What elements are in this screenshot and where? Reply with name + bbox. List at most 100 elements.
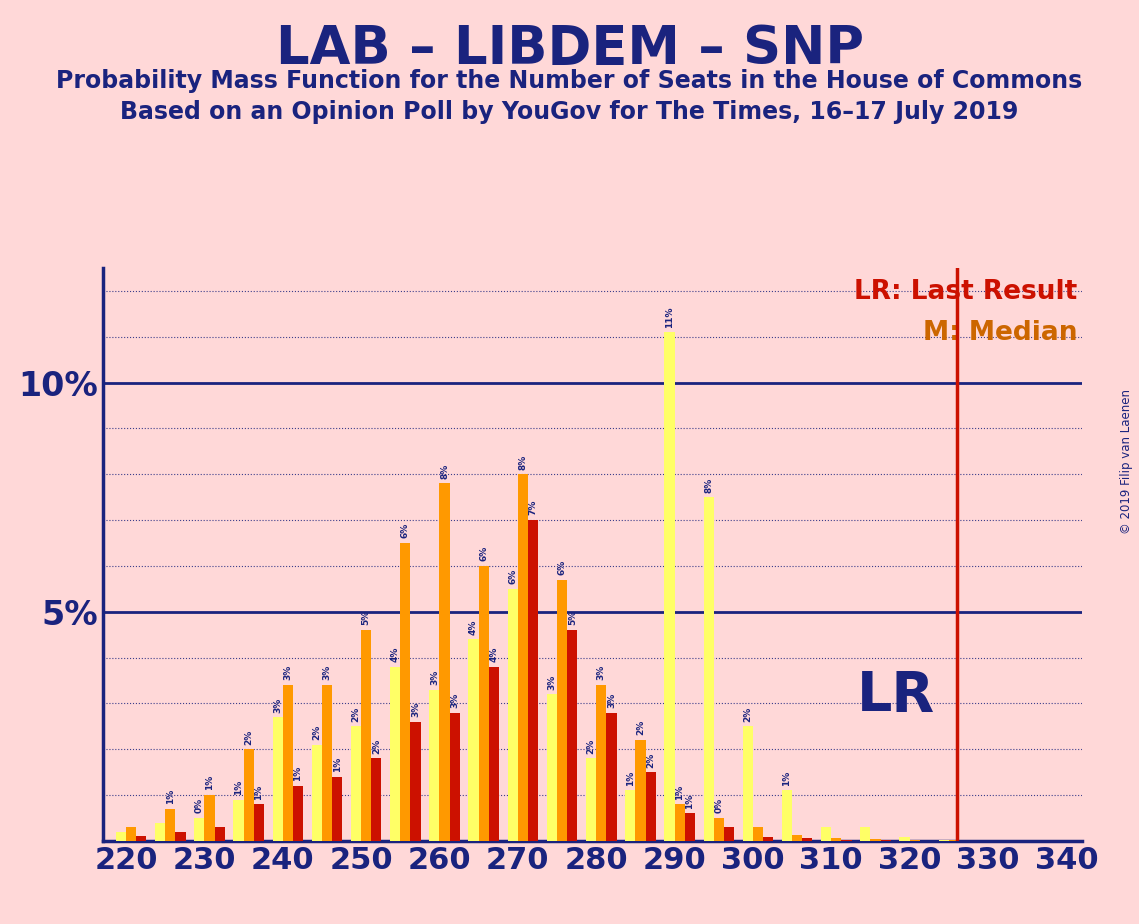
Bar	[126, 827, 137, 841]
Bar	[714, 818, 724, 841]
Bar	[322, 685, 333, 841]
Text: 2%: 2%	[744, 707, 753, 722]
Text: Probability Mass Function for the Number of Seats in the House of Commons: Probability Mass Function for the Number…	[56, 69, 1083, 93]
Bar	[400, 543, 410, 841]
Bar	[254, 804, 264, 841]
Bar	[293, 785, 303, 841]
Bar	[233, 799, 244, 841]
Bar	[674, 804, 685, 841]
Bar	[204, 795, 214, 841]
Text: 8%: 8%	[440, 464, 449, 479]
Text: 2%: 2%	[244, 729, 253, 745]
Bar	[518, 474, 528, 841]
Text: 2%: 2%	[352, 707, 361, 722]
Bar	[821, 827, 831, 841]
Bar	[802, 838, 812, 841]
Bar	[489, 667, 499, 841]
Bar	[390, 667, 400, 841]
Text: LR: LR	[857, 669, 935, 723]
Bar	[625, 790, 636, 841]
Bar	[333, 777, 343, 841]
Text: 7%: 7%	[528, 500, 538, 516]
Text: 6%: 6%	[480, 546, 489, 561]
Text: LAB – LIBDEM – SNP: LAB – LIBDEM – SNP	[276, 23, 863, 75]
Text: 1%: 1%	[166, 789, 174, 804]
Text: 8%: 8%	[518, 455, 527, 469]
Bar	[704, 497, 714, 841]
Text: 11%: 11%	[665, 306, 674, 327]
Bar	[685, 813, 695, 841]
Text: 3%: 3%	[607, 693, 616, 708]
Text: 3%: 3%	[322, 665, 331, 680]
Bar	[194, 818, 204, 841]
Text: 2%: 2%	[587, 738, 596, 754]
Bar	[724, 827, 735, 841]
Bar	[410, 722, 420, 841]
Text: 6%: 6%	[558, 560, 566, 575]
Bar	[440, 483, 450, 841]
Bar	[753, 827, 763, 841]
Text: 6%: 6%	[508, 569, 517, 584]
Text: 1%: 1%	[294, 766, 303, 782]
Bar	[450, 712, 460, 841]
Text: 1%: 1%	[782, 771, 792, 785]
Text: 8%: 8%	[704, 478, 713, 492]
Text: M: Median: M: Median	[923, 320, 1077, 346]
Text: 3%: 3%	[597, 665, 606, 680]
Text: LR: Last Result: LR: Last Result	[854, 279, 1077, 306]
Bar	[567, 630, 577, 841]
Bar	[214, 827, 224, 841]
Bar	[282, 685, 293, 841]
Bar	[272, 717, 282, 841]
Bar	[743, 726, 753, 841]
Bar	[646, 772, 656, 841]
Text: 1%: 1%	[205, 775, 214, 790]
Bar	[528, 520, 539, 841]
Bar	[606, 712, 616, 841]
Bar	[116, 832, 126, 841]
Bar	[312, 745, 322, 841]
Text: 3%: 3%	[411, 702, 420, 717]
Text: 6%: 6%	[401, 523, 410, 539]
Bar	[585, 759, 596, 841]
Bar	[547, 694, 557, 841]
Text: © 2019 Filip van Laenen: © 2019 Filip van Laenen	[1121, 390, 1133, 534]
Bar	[165, 808, 175, 841]
Text: 1%: 1%	[675, 784, 685, 799]
Text: 0%: 0%	[714, 798, 723, 813]
Bar	[429, 689, 440, 841]
Bar	[860, 827, 870, 841]
Bar	[175, 832, 186, 841]
Text: 1%: 1%	[333, 757, 342, 772]
Text: 3%: 3%	[273, 698, 282, 712]
Text: 1%: 1%	[254, 784, 263, 799]
Bar	[781, 790, 792, 841]
Text: 0%: 0%	[195, 798, 204, 813]
Bar	[244, 749, 254, 841]
Text: 1%: 1%	[625, 771, 634, 785]
Text: 2%: 2%	[646, 752, 655, 768]
Bar	[900, 837, 910, 841]
Text: 3%: 3%	[548, 675, 557, 689]
Text: 1%: 1%	[686, 794, 695, 808]
Text: 3%: 3%	[284, 665, 293, 680]
Bar	[361, 630, 371, 841]
Text: 1%: 1%	[233, 780, 243, 795]
Text: 3%: 3%	[450, 693, 459, 708]
Bar	[870, 840, 880, 841]
Text: 5%: 5%	[568, 610, 576, 626]
Text: 3%: 3%	[429, 670, 439, 685]
Bar	[155, 822, 165, 841]
Bar	[478, 565, 489, 841]
Text: Based on an Opinion Poll by YouGov for The Times, 16–17 July 2019: Based on an Opinion Poll by YouGov for T…	[121, 100, 1018, 124]
Bar	[137, 836, 147, 841]
Bar	[371, 759, 382, 841]
Text: 2%: 2%	[372, 738, 380, 754]
Bar	[664, 332, 674, 841]
Text: 5%: 5%	[362, 610, 370, 626]
Text: 4%: 4%	[391, 647, 400, 663]
Bar	[831, 838, 842, 841]
Bar	[792, 835, 802, 841]
Text: 4%: 4%	[469, 619, 478, 635]
Text: 4%: 4%	[490, 647, 499, 663]
